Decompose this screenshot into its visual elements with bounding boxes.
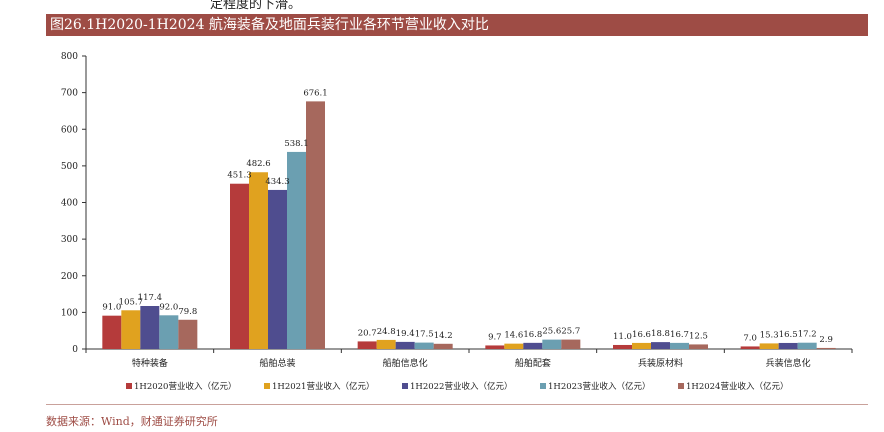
y-tick-label: 600	[61, 125, 78, 135]
legend-label: 1H2022营业收入（亿元）	[410, 381, 512, 392]
data-label: 25.7	[561, 327, 580, 337]
y-axis: 0 100 200 300 400 500 600 700 800	[61, 52, 87, 355]
bar	[523, 342, 543, 349]
data-label: 20.7	[358, 328, 377, 338]
data-label: 91.0	[102, 303, 121, 313]
bar	[249, 172, 268, 349]
data-label: 14.6	[504, 331, 523, 341]
bar	[632, 342, 651, 349]
x-category-label: 船舶总装	[259, 357, 295, 369]
x-axis: 特种装备 船舶总装 船舶信息化 船舶配套 兵装原材料 兵装信息化	[85, 348, 853, 369]
legend-label: 1H2023营业收入（亿元）	[548, 381, 650, 392]
y-tick-label: 700	[61, 89, 78, 99]
top-text-snippet: 定程度的下滑。	[210, 0, 302, 12]
data-label: 16.6	[632, 330, 651, 340]
legend-label: 1H2021营业收入（亿元）	[272, 381, 374, 392]
data-label: 24.8	[377, 327, 396, 337]
bar	[121, 310, 141, 349]
data-label: 9.7	[488, 332, 502, 342]
data-label: 538.1	[284, 139, 308, 149]
bar	[376, 339, 396, 349]
data-label: 25.6	[542, 327, 561, 337]
data-label: 18.8	[651, 329, 670, 339]
bar	[357, 341, 377, 349]
legend: 1H2020营业收入（亿元） 1H2021营业收入（亿元） 1H2022营业收入（亿…	[126, 381, 788, 392]
bar	[816, 347, 836, 349]
data-label: 17.2	[798, 330, 817, 340]
bar	[504, 343, 524, 349]
legend-label: 1H2020营业收入（亿元）	[134, 381, 236, 392]
y-tick-label: 400	[61, 199, 78, 209]
legend-swatch	[540, 383, 546, 389]
bar	[433, 343, 453, 349]
bar	[159, 315, 179, 349]
figure-title-bar: 图26.1H2020-1H2024 航海装备及地面兵装行业各环节营业收入对比	[46, 14, 868, 36]
bar	[797, 342, 817, 349]
y-tick-label: 0	[72, 345, 78, 355]
bar	[670, 342, 689, 349]
bars-group	[102, 101, 836, 349]
bar	[414, 342, 434, 349]
bar	[395, 341, 415, 349]
x-category-label: 船舶信息化	[383, 357, 428, 369]
data-label: 17.5	[415, 330, 434, 340]
bar	[542, 339, 562, 349]
data-label: 14.2	[434, 331, 453, 341]
data-label: 15.3	[760, 330, 779, 340]
data-label: 117.4	[138, 293, 162, 303]
bar	[102, 315, 122, 349]
x-category-label: 特种装备	[132, 357, 168, 369]
data-label: 12.5	[689, 331, 708, 341]
data-label: 434.3	[265, 177, 289, 187]
y-tick-label: 500	[61, 162, 78, 172]
data-label: 482.6	[246, 159, 270, 169]
bar	[178, 319, 198, 349]
legend-swatch	[678, 383, 684, 389]
legend-swatch	[402, 383, 408, 389]
bar	[613, 344, 632, 349]
data-label: 79.8	[178, 307, 197, 317]
y-tick-label: 800	[61, 52, 78, 62]
data-label: 92.0	[159, 302, 178, 312]
data-label: 105.7	[119, 297, 143, 307]
legend-label: 1H2024营业收入（亿元）	[686, 381, 788, 392]
x-category-label: 兵装信息化	[766, 357, 811, 369]
y-tick-label: 200	[61, 272, 78, 282]
bar	[759, 343, 779, 349]
bar	[306, 101, 325, 349]
y-tick-label: 100	[61, 308, 78, 318]
x-category-label: 兵装原材料	[638, 357, 683, 369]
legend-swatch	[264, 383, 270, 389]
data-label: 676.1	[303, 88, 327, 98]
data-label: 16.5	[779, 330, 798, 340]
bar	[485, 345, 505, 349]
source-note: 数据来源：Wind，财通证券研究所	[46, 415, 218, 428]
x-category-label: 船舶配套	[515, 357, 551, 369]
bar	[287, 151, 306, 349]
bar	[561, 339, 581, 349]
data-label: 2.9	[819, 335, 833, 345]
data-label: 19.4	[396, 329, 415, 339]
data-label: 16.7	[670, 330, 689, 340]
bar	[778, 342, 798, 349]
footer-divider	[46, 404, 868, 405]
y-tick-label: 300	[61, 235, 78, 245]
data-label: 7.0	[743, 333, 757, 343]
bar	[268, 189, 287, 349]
data-label: 451.3	[227, 171, 251, 181]
bar-chart: 0 100 200 300 400 500 600 700 800 特种装备 船舶总装 船舶信息化 船…	[61, 52, 853, 392]
bar	[740, 346, 760, 349]
legend-swatch	[126, 383, 132, 389]
bar	[140, 306, 160, 349]
bar	[230, 183, 249, 349]
bar	[651, 342, 670, 349]
data-label: 16.8	[523, 330, 542, 340]
bar	[689, 344, 708, 349]
data-label: 11.0	[613, 332, 632, 342]
figure-title: 图26.1H2020-1H2024 航海装备及地面兵装行业各环节营业收入对比	[50, 17, 489, 33]
